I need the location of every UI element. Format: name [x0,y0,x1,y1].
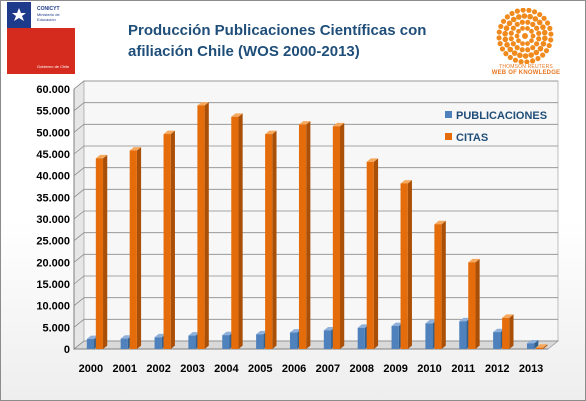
gridline [73,210,558,220]
bar-citas [265,130,277,349]
chart-title-line-2: afiliación Chile (WOS 2000-2013) [128,43,360,60]
bar-citas [535,344,548,349]
logo-line-3: Educación [37,17,56,22]
bar-citas [468,258,480,349]
y-tick-label: 30.000 [36,214,70,226]
x-tick-label: 2010 [417,363,441,375]
logo-line-4: Gobierno de Chile [37,64,70,69]
bar-citas [434,220,446,349]
bar-citas [129,147,142,349]
bar-citas [502,314,514,349]
legend-swatch [445,133,452,140]
bar-citas [163,130,175,349]
gridline [73,253,558,263]
x-tick-label: 2013 [519,363,543,375]
gridline [73,188,558,198]
gridline [73,145,558,155]
x-tick-label: 2005 [248,363,272,375]
bar-citas [231,113,243,349]
y-tick-label: 45.000 [36,149,70,161]
bar-citas [95,154,108,349]
bar-citas [197,102,209,349]
bar-citas [332,122,345,350]
x-tick-label: 2012 [485,363,509,375]
thomson-reuters-logo-icon [492,7,558,78]
bar-publicaciones [526,339,539,349]
bar-citas [298,121,311,350]
gridline [73,123,558,133]
gridline [73,275,558,285]
logo-line-1: CONICYT [37,6,60,12]
gridline [73,102,558,111]
x-tick-label: 2006 [282,363,306,375]
logo-line-2: Ministerio de [37,12,60,17]
x-tick-label: 2008 [350,363,374,375]
gridline [73,297,558,306]
thomson-reuters-wordmark: THOMSON REUTERS WEB OF KNOWLEDGE [480,64,572,76]
x-tick-label: 2001 [113,363,137,375]
y-tick-label: 25.000 [36,236,70,248]
y-tick-label: 0 [64,344,70,356]
conicyt-logo: CONICYT Ministerio de Educación Gobierno… [7,2,75,74]
x-tick-label: 2007 [316,363,340,375]
y-tick-label: 5.000 [42,322,70,334]
x-tick-label: 2009 [383,363,407,375]
x-tick-label: 2003 [180,363,204,375]
chart-floor [72,340,560,350]
x-tick-label: 2002 [146,363,170,375]
y-tick-label: 20.000 [36,257,70,269]
y-tick-label: 10.000 [36,301,70,313]
y-tick-label: 55.000 [36,106,70,118]
x-tick-label: 2000 [79,363,103,375]
gridline [73,80,558,90]
y-tick-label: 40.000 [36,171,70,183]
thomson-reuters-text: THOMSON REUTERS [499,64,553,70]
gridline [73,167,558,176]
web-of-knowledge-text: WEB OF KNOWLEDGE [491,70,561,76]
x-tick-label: 2011 [451,363,475,375]
gridline [73,232,558,241]
legend-label: PUBLICACIONES [456,110,547,122]
legend-swatch [445,111,452,118]
y-tick-label: 50.000 [36,127,70,139]
y-tick-label: 60.000 [36,84,70,96]
bar-citas [400,180,412,349]
y-tick-label: 15.000 [36,279,70,291]
bar-citas [366,158,379,349]
y-tick-label: 35.000 [36,192,70,204]
gridline [73,318,558,328]
legend-label: CITAS [456,132,488,144]
chart-title: Producción Publicaciones Científicas con… [128,20,458,62]
x-tick-label: 2004 [214,363,239,375]
chart-title-line-1: Producción Publicaciones Científicas con [128,22,427,39]
